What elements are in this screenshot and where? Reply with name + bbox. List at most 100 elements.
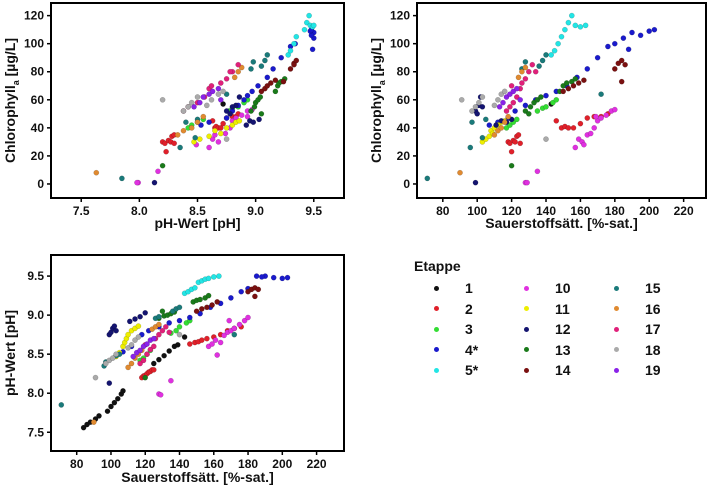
scatter-plot-top-right: 80 100 120 140 160 180 200 220020406080100120Sa…: [368, 2, 707, 231]
legend-marker-icon: [434, 347, 439, 353]
series-14: [560, 57, 628, 95]
data-point: [200, 113, 207, 120]
legend-item: 14: [524, 360, 614, 381]
data-point: [176, 331, 183, 338]
x-tick-label: 140: [169, 457, 189, 471]
data-point: [245, 314, 251, 321]
legend-item: 17: [614, 319, 704, 340]
data-point: [192, 284, 198, 291]
data-point: [267, 80, 274, 86]
data-point: [241, 317, 248, 324]
data-point: [186, 341, 193, 347]
data-point: [197, 296, 203, 303]
y-tick-label: 100: [390, 37, 410, 51]
data-point: [227, 68, 233, 75]
data-point: [543, 92, 549, 99]
y-tick-label: 0: [37, 177, 44, 191]
data-point: [228, 295, 234, 301]
legend-marker-icon: [434, 285, 439, 291]
data-point: [244, 92, 251, 99]
data-point: [507, 122, 513, 128]
data-point: [209, 341, 215, 347]
data-point: [212, 337, 219, 343]
data-point: [458, 96, 465, 103]
data-point: [555, 40, 561, 47]
data-point: [220, 88, 226, 95]
series-1: [80, 334, 188, 431]
data-point: [565, 125, 572, 131]
data-point: [532, 68, 539, 75]
data-point: [517, 96, 524, 103]
data-point: [255, 82, 261, 89]
data-point: [582, 22, 589, 29]
data-point: [144, 351, 150, 358]
y-tick-label: 120: [390, 9, 410, 23]
data-point: [227, 110, 233, 117]
data-point: [534, 96, 541, 103]
data-point: [241, 96, 247, 103]
legend-item: 3: [434, 319, 524, 340]
series-10: [134, 106, 255, 186]
legend-label: 12: [555, 321, 571, 338]
data-point: [486, 122, 493, 128]
data-point: [513, 85, 520, 92]
data-point: [130, 353, 137, 360]
data-point: [238, 64, 245, 71]
data-point: [519, 80, 525, 86]
data-point: [598, 91, 604, 98]
x-axis-label: Sauerstoffsätt. [%-sat.]: [485, 215, 637, 231]
data-point: [258, 63, 265, 69]
y-axis-label-subscript: a: [377, 79, 387, 85]
data-point: [186, 314, 193, 321]
data-point: [280, 78, 287, 85]
data-point: [210, 274, 217, 280]
data-point: [236, 117, 243, 124]
data-point: [125, 345, 131, 351]
series-14: [258, 57, 300, 95]
series-16: [93, 64, 245, 176]
data-point: [491, 132, 498, 138]
data-point: [231, 325, 238, 332]
series-5star: [548, 12, 589, 58]
legend-marker-icon: [434, 326, 439, 332]
data-point: [510, 88, 517, 95]
data-point: [525, 110, 532, 117]
data-point: [236, 321, 243, 328]
data-point: [476, 99, 482, 106]
x-tick-label: 8.5: [189, 204, 206, 218]
data-point: [135, 334, 142, 340]
data-point: [577, 120, 584, 127]
y-tick-label: 7.5: [27, 425, 44, 439]
series-4star: [198, 26, 317, 128]
data-point: [180, 108, 187, 114]
data-point: [198, 122, 204, 128]
data-point: [223, 91, 230, 98]
series-5star: [181, 273, 222, 297]
data-point: [293, 57, 300, 64]
legend-item: 10: [524, 278, 614, 299]
data-point: [258, 274, 265, 280]
data-point: [166, 320, 173, 326]
data-point: [482, 116, 489, 123]
data-point: [287, 66, 294, 72]
data-point: [159, 308, 166, 315]
plot-frame: [50, 254, 345, 452]
data-point: [206, 91, 212, 98]
x-tick-label: 200: [639, 204, 659, 218]
data-point: [140, 357, 147, 364]
legend-label: 2: [465, 300, 473, 317]
y-tick-label: 100: [24, 37, 44, 51]
data-point: [156, 356, 162, 363]
data-point: [220, 101, 226, 107]
data-point: [198, 337, 205, 343]
data-point: [543, 103, 549, 110]
data-point: [193, 308, 200, 315]
series-10: [156, 314, 251, 398]
data-point: [238, 112, 245, 119]
legend-label: 15: [645, 280, 661, 297]
data-point: [231, 74, 238, 81]
data-point: [226, 317, 233, 324]
series-18: [458, 88, 549, 142]
data-point: [291, 40, 297, 47]
data-point: [519, 68, 525, 75]
